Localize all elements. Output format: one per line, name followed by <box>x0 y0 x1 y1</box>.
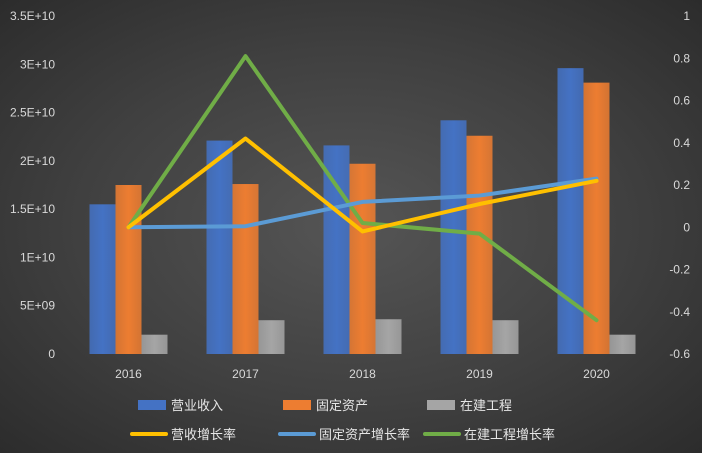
bar <box>349 163 376 354</box>
legend-label: 营收增长率 <box>171 427 236 443</box>
left-tick-label: 3E+10 <box>20 57 55 71</box>
bar <box>557 68 584 355</box>
bar <box>323 145 350 354</box>
bar <box>115 185 142 354</box>
left-tick-label: 2.5E+10 <box>10 106 55 120</box>
right-tick-label: -0.6 <box>669 347 690 361</box>
right-tick-label: 0.2 <box>673 178 690 192</box>
bar <box>232 184 259 354</box>
legend-bar-swatch <box>138 400 166 410</box>
right-tick-label: 0.4 <box>673 136 690 150</box>
x-tick-label: 2017 <box>232 367 259 381</box>
right-tick-label: 1 <box>683 9 690 23</box>
left-axis: 0 5E+09 1E+10 1.5E+10 2E+10 2.5E+10 3E+10 3.5E+… <box>10 9 55 361</box>
x-tick-label: 2020 <box>583 367 610 381</box>
legend-label: 固定资产 <box>316 399 368 414</box>
right-tick-label: 0.8 <box>673 51 690 65</box>
line-series-group <box>126 54 599 323</box>
right-tick-label: 0 <box>683 220 690 234</box>
bar <box>141 334 168 354</box>
bar <box>609 334 636 354</box>
bar <box>258 320 285 354</box>
left-tick-label: 1.5E+10 <box>10 202 55 216</box>
bar <box>89 204 116 354</box>
right-tick-label: -0.2 <box>669 263 690 277</box>
left-tick-label: 0 <box>48 347 55 361</box>
legend-bar-swatch <box>427 400 455 410</box>
right-tick-label: 0.6 <box>673 94 690 108</box>
line-series <box>126 176 599 230</box>
left-tick-label: 5E+09 <box>20 299 55 313</box>
legend-label: 在建工程增长率 <box>464 427 555 443</box>
bar-series-group <box>89 68 636 355</box>
right-axis: -0.6 -0.4 -0.2 0 0.2 0.4 0.6 0.8 1 <box>669 9 690 361</box>
bar <box>492 320 519 354</box>
legend-label: 营业收入 <box>171 399 223 414</box>
legend-label: 在建工程 <box>460 399 512 414</box>
line-series <box>126 136 599 234</box>
bar <box>440 120 467 354</box>
right-tick-label: -0.4 <box>669 305 690 319</box>
left-tick-label: 1E+10 <box>20 250 55 264</box>
x-tick-label: 2016 <box>115 367 142 381</box>
bar <box>466 135 493 354</box>
bar <box>206 140 233 354</box>
x-tick-label: 2019 <box>466 367 493 381</box>
line-series <box>126 54 599 323</box>
x-tick-label: 2018 <box>349 367 376 381</box>
bar <box>583 82 610 355</box>
x-axis: 2016 2017 2018 2019 2020 <box>115 367 610 381</box>
left-tick-label: 3.5E+10 <box>10 9 55 23</box>
bar <box>375 319 402 354</box>
legend-label: 固定资产增长率 <box>319 427 410 443</box>
left-tick-label: 2E+10 <box>20 154 55 168</box>
legend-bar-swatch <box>283 400 311 410</box>
